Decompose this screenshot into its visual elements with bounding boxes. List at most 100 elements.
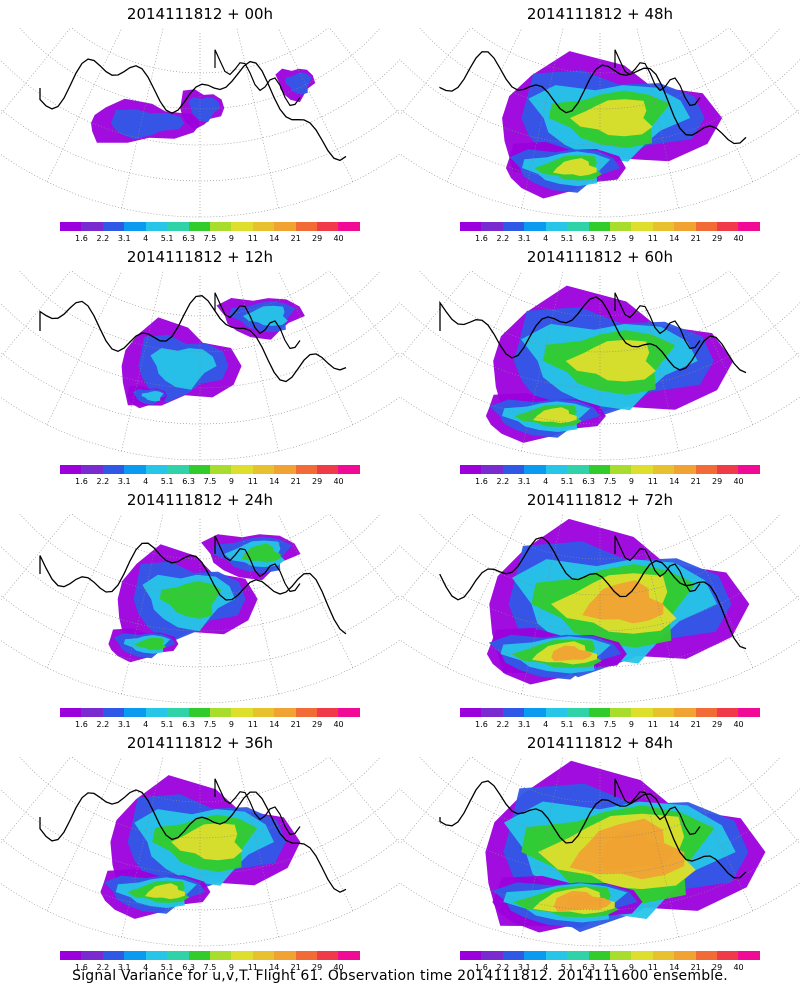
colorbar <box>460 708 760 717</box>
longitude-line <box>236 271 280 453</box>
colorbar-tick-label: 14 <box>269 720 280 729</box>
colorbar-swatch <box>545 465 568 474</box>
variance-contour <box>565 339 656 382</box>
longitude-line <box>400 271 471 359</box>
variance-contour <box>601 829 674 871</box>
colorbar-swatch <box>631 222 653 231</box>
colorbar-tick-label: 4 <box>143 234 149 243</box>
colorbar-swatch <box>167 708 189 717</box>
colorbar-swatch <box>188 222 210 231</box>
coastline <box>439 536 747 650</box>
longitude-line <box>520 757 564 939</box>
colorbar-swatch <box>524 951 546 960</box>
colorbar-tick-label: 2.2 <box>96 963 110 972</box>
coastline <box>39 789 347 893</box>
colorbar-tick-label: 29 <box>312 720 323 729</box>
longitude-line <box>0 757 70 812</box>
colorbar-tick-label: 40 <box>333 234 344 243</box>
coastline-islands <box>614 778 701 836</box>
colorbar-swatch <box>609 708 632 717</box>
colorbar-swatch <box>295 708 318 717</box>
colorbar-swatch <box>502 465 525 474</box>
colorbar-tick-label: 6.3 <box>182 234 195 243</box>
longitude-line <box>330 514 400 569</box>
colorbar-tick-label: 9 <box>628 720 634 729</box>
colorbar-tick-label: 9 <box>628 477 634 486</box>
colorbar-swatch <box>209 708 232 717</box>
longitude-line <box>0 757 71 845</box>
colorbar-swatch <box>502 222 525 231</box>
lat-lon-grid <box>400 28 800 218</box>
colorbar <box>60 951 360 960</box>
panel-title: 2014111812 + 12h <box>126 248 274 266</box>
longitude-line <box>46 757 123 912</box>
longitude-line <box>400 28 471 116</box>
colorbar-swatch <box>295 222 318 231</box>
longitude-line <box>277 514 354 669</box>
colorbar-swatch <box>145 465 168 474</box>
colorbar-tick-label: 7.5 <box>203 234 217 243</box>
longitude-line <box>330 757 400 812</box>
colorbar-tick-label: 3.1 <box>517 477 531 486</box>
colorbar-tick-label: 9 <box>228 234 234 243</box>
colorbar-swatch <box>674 465 696 474</box>
colorbar-swatch <box>609 465 632 474</box>
map-plot <box>0 514 400 704</box>
variance-contour <box>171 823 243 861</box>
colorbar-tick-label: 3.1 <box>517 234 531 243</box>
colorbar-swatch <box>167 951 189 960</box>
colorbar-tick-label: 40 <box>733 477 744 486</box>
variance-contour <box>141 391 164 402</box>
coastline-islands <box>214 292 301 350</box>
coastline <box>439 780 747 879</box>
colorbar-tick-label: 29 <box>712 720 723 729</box>
colorbar-swatch <box>338 222 360 231</box>
longitude-line <box>400 514 471 602</box>
longitude-line <box>120 28 164 210</box>
variance-contour <box>134 637 166 650</box>
colorbar-swatch <box>231 708 253 717</box>
colorbar-labels: 1.6 2.2 3.1 4 5.1 6.3 7.5 9 11 14 21 29 40 <box>60 963 360 973</box>
colorbar-swatch <box>674 951 696 960</box>
lat-lon-grid <box>400 757 800 947</box>
colorbar-swatch <box>631 951 653 960</box>
latitude-line <box>71 271 329 317</box>
map-plot <box>400 28 800 218</box>
colorbar-swatch <box>231 222 253 231</box>
colorbar-swatch <box>209 222 232 231</box>
colorbar-tick-label: 3.1 <box>117 477 131 486</box>
colorbar-swatch <box>695 951 718 960</box>
colorbar-tick-label: 40 <box>733 234 744 243</box>
longitude-line <box>46 28 123 183</box>
colorbar-swatch <box>460 465 482 474</box>
longitude-line <box>730 757 800 812</box>
colorbar-swatch <box>545 951 568 960</box>
colorbar-tick-label: 1.6 <box>75 720 88 729</box>
longitude-line <box>329 757 400 845</box>
panel-title: 2014111812 + 48h <box>526 5 674 23</box>
colorbar-labels: 1.6 2.2 3.1 4 5.1 6.3 7.5 9 11 14 21 29 40 <box>60 234 360 244</box>
colorbar-swatch <box>738 465 760 474</box>
variance-contour <box>159 581 222 619</box>
panel-title: 2014111812 + 84h <box>526 734 674 752</box>
colorbar-swatch <box>274 951 296 960</box>
map-plot <box>0 28 400 218</box>
longitude-line <box>236 514 280 696</box>
longitude-line <box>636 514 680 696</box>
variance-contour <box>569 99 653 137</box>
colorbar-tick-label: 21 <box>690 477 701 486</box>
variance-contour <box>553 158 597 177</box>
colorbar-tick-label: 3.1 <box>517 963 531 972</box>
colorbar-tick-label: 9 <box>228 963 234 972</box>
colorbar-tick-label: 21 <box>290 720 301 729</box>
colorbar-tick-label: 2.2 <box>96 477 110 486</box>
longitude-line <box>636 757 680 939</box>
colorbar-tick-label: 7.5 <box>203 477 217 486</box>
colorbar-swatch <box>631 465 653 474</box>
variance-contour <box>241 543 281 563</box>
longitude-line <box>46 514 123 669</box>
colorbar-swatch <box>502 951 525 960</box>
longitude-line <box>120 514 164 696</box>
coastline-islands <box>214 778 301 836</box>
longitude-line <box>236 757 280 939</box>
